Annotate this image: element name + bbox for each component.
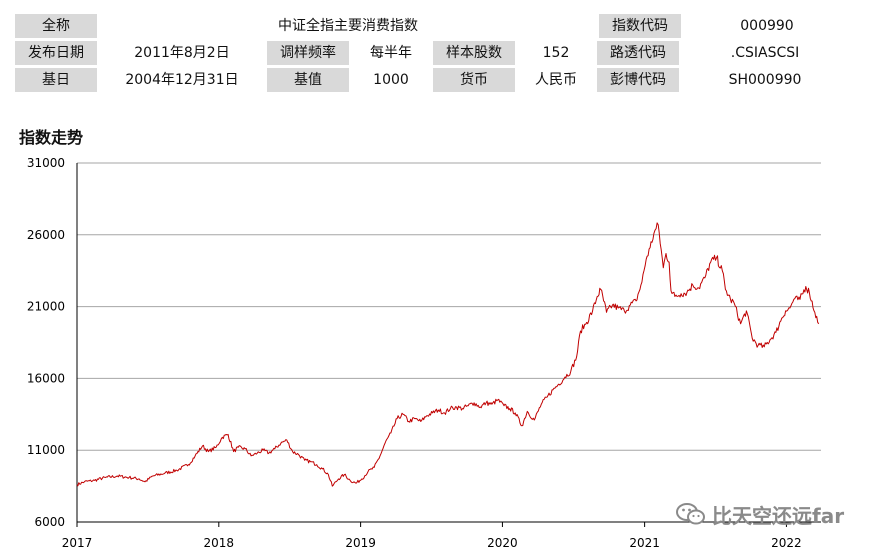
base-date-label: 基日 bbox=[15, 68, 97, 92]
y-tick-label: 6000 bbox=[34, 515, 65, 529]
x-tick-label: 2020 bbox=[487, 536, 518, 550]
info-row-3: 基日 2004年12月31日 基值 1000 货币 人民币 彭博代码 SH000… bbox=[15, 68, 853, 92]
index-series-line bbox=[76, 222, 820, 487]
reuters-code-label: 路透代码 bbox=[597, 41, 679, 65]
y-axis-tick-labels: 6000 11000 16000 21000 26000 31000 bbox=[27, 156, 65, 529]
watermark-text: 比天空还远far bbox=[712, 503, 845, 528]
sample-count-label: 样本股数 bbox=[433, 41, 515, 65]
x-tick-label: 2019 bbox=[345, 536, 376, 550]
base-value-label: 基值 bbox=[267, 68, 349, 92]
index-info-table: 全称 中证全指主要消费指数 指数代码 000990 发布日期 2011年8月2日… bbox=[15, 14, 853, 95]
x-tick-label: 2021 bbox=[629, 536, 660, 550]
index-code-value: 000990 bbox=[740, 18, 794, 34]
chart-section-title: 指数走势 bbox=[19, 128, 84, 147]
watermark: 比天空还远far bbox=[676, 500, 844, 528]
rebalance-value: 每半年 bbox=[370, 45, 412, 61]
bloomberg-code-value: SH000990 bbox=[728, 72, 802, 88]
base-value-value: 1000 bbox=[373, 72, 409, 88]
y-tick-label: 11000 bbox=[27, 443, 65, 457]
x-axis-tick-labels: 2017 2018 2019 2020 2021 2022 bbox=[62, 522, 802, 550]
y-tick-label: 16000 bbox=[27, 371, 65, 385]
y-tick-label: 31000 bbox=[27, 156, 65, 170]
grid-lines bbox=[76, 162, 821, 523]
reuters-code-value: .CSIASCSI bbox=[730, 45, 800, 61]
y-tick-label: 26000 bbox=[27, 228, 65, 242]
x-tick-label: 2017 bbox=[62, 536, 93, 550]
sample-count-value: 152 bbox=[542, 45, 570, 61]
base-date-value: 2004年12月31日 bbox=[125, 72, 239, 88]
currency-value: 人民币 bbox=[535, 72, 577, 88]
info-row-1: 全称 中证全指主要消费指数 指数代码 000990 bbox=[15, 14, 853, 38]
rebalance-label: 调样频率 bbox=[267, 41, 349, 65]
full-name-value: 中证全指主要消费指数 bbox=[278, 18, 418, 34]
currency-label: 货币 bbox=[433, 68, 515, 92]
full-name-label: 全称 bbox=[15, 14, 97, 38]
bloomberg-code-label: 彭博代码 bbox=[597, 68, 679, 92]
index-code-label: 指数代码 bbox=[599, 14, 681, 38]
wechat-icon bbox=[676, 502, 706, 526]
release-date-label: 发布日期 bbox=[15, 41, 97, 65]
x-tick-label: 2018 bbox=[204, 536, 235, 550]
x-tick-label: 2022 bbox=[771, 536, 802, 550]
info-row-2: 发布日期 2011年8月2日 调样频率 每半年 样本股数 152 路透代码 .C… bbox=[15, 41, 853, 65]
release-date-value: 2011年8月2日 bbox=[134, 45, 230, 61]
y-tick-label: 21000 bbox=[27, 300, 65, 314]
